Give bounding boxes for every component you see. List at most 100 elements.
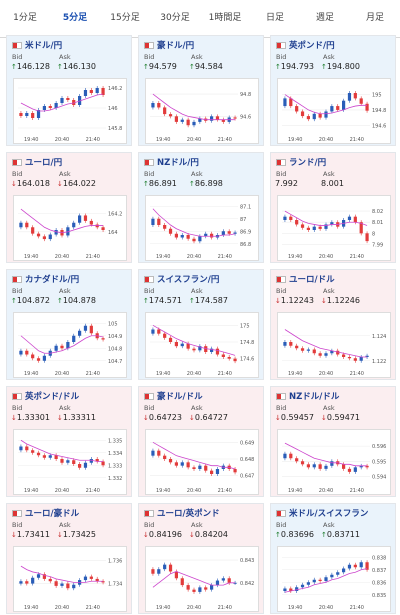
tab-6[interactable]: 週足 <box>315 13 334 23</box>
currency-card[interactable]: ユーロ/円 Bid Ask ↓164.018 ↓164.022 164.2 164 19:40… <box>6 152 132 263</box>
x-tick-label: 19:40 <box>288 488 302 494</box>
y-tick-label: 146.2 <box>108 86 122 92</box>
currency-card[interactable]: ランド/円 Bid Ask 7.992 8.001 8.02 8.01 8 7.99 19:40 2… <box>270 152 396 263</box>
price-chart[interactable]: 0.843 0.842 19:40 20:40 21:40 <box>145 546 259 612</box>
bid-price: 94.579 <box>148 62 177 71</box>
candle <box>283 216 287 220</box>
currency-card[interactable]: ユーロ/豪ドル Bid Ask ↓1.73411 ↓1.73425 1.736 1.734 1… <box>6 503 132 614</box>
price-chart[interactable]: 1.124 1.122 19:40 20:40 21:40 <box>277 312 391 378</box>
tab-2[interactable]: 15分足 <box>110 13 140 23</box>
price-chart[interactable]: 164.2 164 19:40 20:40 21:40 <box>13 195 127 261</box>
currency-card[interactable]: NZドル/円 Bid Ask ↑86.891 ↑86.898 87.1 87 86.9 86.8… <box>138 152 264 263</box>
price-chart[interactable]: 175 174.8 174.6 19:40 20:40 21:40 <box>145 312 259 378</box>
tab-0[interactable]: 1分足 <box>13 13 37 23</box>
price-chart[interactable]: 1.335 1.334 1.333 1.332 19:40 20:40 21:40 <box>13 429 127 495</box>
y-tick-label: 0.836 <box>372 580 386 586</box>
chart-svg: 105 104.9 104.8 104.7 19:40 20:40 21:40 <box>18 321 122 377</box>
pair-name[interactable]: 米ドル/円 <box>25 41 63 51</box>
tab-5[interactable]: 日足 <box>265 13 284 23</box>
candle <box>359 357 363 361</box>
price-chart[interactable]: 0.838 0.837 0.836 0.835 19:40 20:40 21:40 <box>277 546 391 612</box>
price-chart[interactable]: 105 104.9 104.8 104.7 19:40 20:40 21:40 <box>13 312 127 378</box>
tab-3[interactable]: 30分足 <box>160 13 190 23</box>
x-tick-label: 19:40 <box>24 488 38 494</box>
candle <box>54 230 58 235</box>
candle <box>89 90 93 93</box>
ask-price: 174.587 <box>194 296 228 305</box>
bid-label: Bid <box>144 287 155 295</box>
pair-name[interactable]: NZドル/ドル <box>289 392 340 402</box>
pair-name[interactable]: カナダドル/円 <box>25 275 80 285</box>
tab-4[interactable]: 1時間足 <box>208 13 242 23</box>
pair-name[interactable]: ランド/円 <box>289 158 327 168</box>
currency-card[interactable]: 米ドル/スイスフラン Bid Ask ↑0.83696 ↑0.83711 0.838 0.8… <box>270 503 396 614</box>
price-chart[interactable]: 1.736 1.734 19:40 20:40 21:40 <box>13 546 127 612</box>
pair-name[interactable]: ユーロ/ドル <box>289 275 335 285</box>
pair-name[interactable]: NZドル/円 <box>157 158 199 168</box>
pair-name[interactable]: 豪ドル/円 <box>157 41 195 51</box>
price-chart[interactable]: 146.2 146 145.8 19:40 20:40 21:40 <box>13 78 127 144</box>
price-chart[interactable]: 87.1 87 86.9 86.8 19:40 20:40 21:40 <box>145 195 259 261</box>
candle <box>89 220 93 225</box>
currency-card[interactable]: ユーロ/ドル Bid Ask ↓1.12243 ↓1.12246 1.124 1.122 19… <box>270 269 396 380</box>
x-tick-label: 21:40 <box>218 488 232 494</box>
candle <box>186 585 190 590</box>
pair-name[interactable]: 豪ドル/ドル <box>157 392 203 402</box>
candle <box>204 465 208 471</box>
candle <box>168 228 173 234</box>
candle <box>289 453 293 459</box>
x-tick-label: 20:40 <box>55 137 69 143</box>
pair-name[interactable]: 英ポンド/円 <box>289 41 335 51</box>
bid-value: ↓1.33301 <box>11 413 50 422</box>
y-tick-label: 0.596 <box>372 444 386 450</box>
y-tick-label: 145.8 <box>108 126 122 132</box>
tab-1[interactable]: 5分足 <box>50 0 100 37</box>
currency-card[interactable]: 豪ドル/ドル Bid Ask ↓0.64723 ↓0.64727 0.649 0.648 0.… <box>138 386 264 497</box>
chart-svg: 0.843 0.842 19:40 20:40 21:40 <box>150 558 254 611</box>
currency-card[interactable]: 英ポンド/円 Bid Ask ↑194.793 ↑194.800 195 194.8 194.… <box>270 35 396 146</box>
currency-card[interactable]: カナダドル/円 Bid Ask ↑104.872 ↑104.878 105 104.9 104… <box>6 269 132 380</box>
price-chart[interactable]: 94.8 94.6 19:40 20:40 21:40 <box>145 78 259 144</box>
currency-card[interactable]: 米ドル/円 Bid Ask ↑146.128 ↑146.130 146.2 146 145.8… <box>6 35 132 146</box>
candle <box>180 343 184 347</box>
x-tick-label: 19:40 <box>288 137 302 143</box>
trend-arrow-icon: ↓ <box>275 414 281 422</box>
flag-icon <box>144 276 154 283</box>
flag-icon <box>12 42 22 49</box>
price-chart[interactable]: 8.02 8.01 8 7.99 19:40 20:40 21:40 <box>277 195 391 261</box>
ask-label: Ask <box>323 170 335 178</box>
candle <box>312 464 316 468</box>
candle <box>101 338 105 340</box>
candle <box>174 571 178 579</box>
pair-name[interactable]: 米ドル/スイスフラン <box>289 509 369 519</box>
bid-label: Bid <box>276 170 287 178</box>
moving-average-line <box>152 441 236 470</box>
price-chart[interactable]: 0.596 0.595 0.594 19:40 20:40 21:40 <box>277 429 391 495</box>
pair-name[interactable]: スイスフラン/円 <box>157 275 220 285</box>
tab-7[interactable]: 月足 <box>365 13 384 23</box>
candle <box>233 232 237 234</box>
pair-name[interactable]: 英ポンド/ドル <box>25 392 80 402</box>
pair-name[interactable]: ユーロ/円 <box>25 158 63 168</box>
currency-card[interactable]: NZドル/ドル Bid Ask ↓0.59457 ↓0.59471 0.596 0.595 0… <box>270 386 396 497</box>
pair-name[interactable]: ユーロ/豪ドル <box>25 509 80 519</box>
candle <box>60 345 64 349</box>
currency-card[interactable]: ユーロ/英ポンド Bid Ask ↓0.84196 ↓0.84204 0.843 0.842… <box>138 503 264 614</box>
candle <box>186 462 190 468</box>
candle <box>353 93 357 99</box>
currency-card[interactable]: スイスフラン/円 Bid Ask ↑174.571 ↑174.587 175 174.8 17… <box>138 269 264 380</box>
ask-label: Ask <box>191 404 203 412</box>
price-chart[interactable]: 195 194.8 194.6 19:40 20:40 21:40 <box>277 78 391 144</box>
trend-arrow-icon: ↑ <box>275 531 281 539</box>
currency-card[interactable]: 豪ドル/円 Bid Ask ↑94.579 ↑94.584 94.8 94.6 19:40 20… <box>138 35 264 146</box>
currency-card[interactable]: 英ポンド/ドル Bid Ask ↓1.33301 ↓1.33311 1.335 1.334 1… <box>6 386 132 497</box>
price-chart[interactable]: 0.649 0.648 0.647 19:40 20:40 21:40 <box>145 429 259 495</box>
y-tick-label: 8.02 <box>372 209 383 215</box>
candle <box>324 465 328 469</box>
ask-label: Ask <box>191 170 203 178</box>
flag-icon <box>144 510 154 517</box>
y-tick-label: 86.9 <box>240 229 251 235</box>
y-tick-label: 175 <box>240 323 250 329</box>
pair-name[interactable]: ユーロ/英ポンド <box>157 509 220 519</box>
trend-arrow-icon: ↑ <box>57 63 63 71</box>
